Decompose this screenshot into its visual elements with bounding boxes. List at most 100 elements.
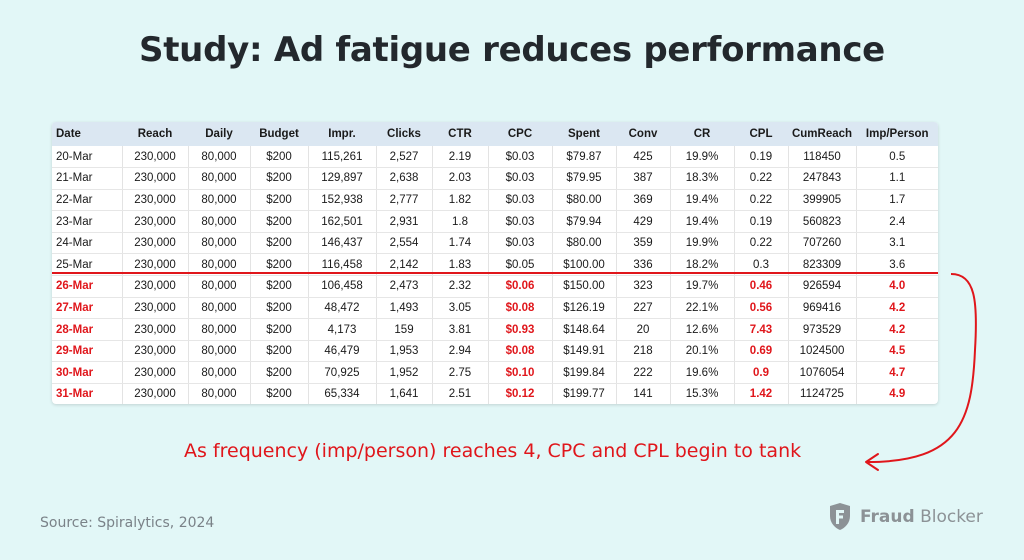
table-cell: $79.95 bbox=[552, 167, 617, 190]
fatigue-threshold-line bbox=[52, 272, 938, 274]
table-cell: 80,000 bbox=[188, 167, 251, 190]
table-cell: $199.84 bbox=[552, 361, 617, 385]
table-row: 22-Mar 230,000 80,000 $200 152,938 2,777 1.82 $… bbox=[52, 189, 938, 212]
table-cell: 4.2 bbox=[856, 318, 938, 341]
table-cell: 4.7 bbox=[856, 361, 938, 385]
table-cell: 560823 bbox=[788, 210, 857, 233]
table-cell: 1024500 bbox=[788, 340, 857, 363]
table-cell: 227 bbox=[616, 297, 671, 320]
table-cell: 162,501 bbox=[308, 210, 377, 233]
fraud-blocker-logo: Fraud Blocker bbox=[828, 502, 983, 532]
column-header: Impr. bbox=[308, 122, 377, 146]
table-row: 25-Mar 230,000 80,000 $200 116,458 2,142 1.83 $… bbox=[52, 253, 938, 277]
table-cell: 1,641 bbox=[376, 383, 433, 404]
logo-word-2: Blocker bbox=[920, 507, 983, 527]
table-cell: 1124725 bbox=[788, 383, 857, 404]
table-cell: 4,173 bbox=[308, 318, 377, 341]
table-cell: 0.56 bbox=[734, 297, 789, 320]
table-cell: $200 bbox=[250, 253, 309, 277]
table-cell: $200 bbox=[250, 340, 309, 363]
table-row: 20-Mar 230,000 80,000 $200 115,261 2,527 2.19 $… bbox=[52, 146, 938, 169]
table-cell: 2,638 bbox=[376, 167, 433, 190]
column-header: CTR bbox=[432, 122, 489, 146]
table-cell: 19.6% bbox=[670, 361, 735, 385]
table-cell: 2,554 bbox=[376, 232, 433, 255]
table-cell: $126.19 bbox=[552, 297, 617, 320]
table-cell: 80,000 bbox=[188, 318, 251, 341]
table-cell: $200 bbox=[250, 210, 309, 233]
table-row: 23-Mar 230,000 80,000 $200 162,501 2,931 1.8 $0… bbox=[52, 210, 938, 233]
table-cell: 2.4 bbox=[856, 210, 938, 233]
table-cell: 218 bbox=[616, 340, 671, 363]
table-cell: 222 bbox=[616, 361, 671, 385]
table-cell: $200 bbox=[250, 318, 309, 341]
table-cell: 4.9 bbox=[856, 383, 938, 404]
column-header: Imp/Person bbox=[865, 128, 929, 140]
table-cell: 1.74 bbox=[432, 232, 489, 255]
table-row: 30-Mar 230,000 80,000 $200 70,925 1,952 2.75 $0… bbox=[52, 361, 938, 385]
table-cell: 7.43 bbox=[734, 318, 789, 341]
table-cell: 0.19 bbox=[734, 210, 789, 233]
data-table-card: Date Reach Daily Budget Impr. Clicks CTR CPC Spe… bbox=[52, 122, 938, 404]
table-cell: $0.03 bbox=[488, 189, 553, 212]
table-cell: 399905 bbox=[788, 189, 857, 212]
column-header: Budget bbox=[250, 122, 309, 146]
table-cell: 2,931 bbox=[376, 210, 433, 233]
table-cell: $80.00 bbox=[552, 232, 617, 255]
table-cell: 19.4% bbox=[670, 189, 735, 212]
table-cell: 230,000 bbox=[122, 189, 189, 212]
table-cell: $0.08 bbox=[488, 297, 553, 320]
table-cell: 1076054 bbox=[788, 361, 857, 385]
table-cell: 336 bbox=[616, 253, 671, 277]
table-row: 28-Mar 230,000 80,000 $200 4,173 159 3.81 $0.93… bbox=[52, 318, 938, 341]
table-cell: 2.03 bbox=[432, 167, 489, 190]
table-body: 20-Mar 230,000 80,000 $200 115,261 2,527 2.19 $… bbox=[52, 146, 938, 404]
table-cell: 1,952 bbox=[376, 361, 433, 385]
table-cell: 65,334 bbox=[308, 383, 377, 404]
table-cell: $200 bbox=[250, 383, 309, 404]
table-cell: 3.81 bbox=[432, 318, 489, 341]
table-cell: 80,000 bbox=[188, 297, 251, 320]
table-cell: 19.9% bbox=[670, 146, 735, 169]
table-cell: $0.03 bbox=[488, 232, 553, 255]
table-cell: 1.8 bbox=[432, 210, 489, 233]
table-cell: $0.06 bbox=[488, 275, 553, 298]
table-cell: 80,000 bbox=[188, 383, 251, 404]
shield-f-icon bbox=[830, 503, 850, 530]
table-cell: 0.22 bbox=[734, 167, 789, 190]
table-cell: $148.64 bbox=[552, 318, 617, 341]
table-cell: $0.10 bbox=[488, 361, 553, 385]
table-cell: 369 bbox=[616, 189, 671, 212]
table-cell: 80,000 bbox=[188, 146, 251, 169]
table-cell: $199.77 bbox=[552, 383, 617, 404]
table-row: 24-Mar 230,000 80,000 $200 146,437 2,554 1.74 $… bbox=[52, 232, 938, 255]
column-header: Conv bbox=[616, 122, 671, 146]
table-cell: $100.00 bbox=[552, 253, 617, 277]
table-cell: 129,897 bbox=[308, 167, 377, 190]
table-cell: $0.12 bbox=[488, 383, 553, 404]
table-cell: 230,000 bbox=[122, 297, 189, 320]
table-cell: $200 bbox=[250, 361, 309, 385]
table-cell: $200 bbox=[250, 297, 309, 320]
table-cell: 30-Mar bbox=[52, 361, 123, 385]
table-cell: 230,000 bbox=[122, 232, 189, 255]
table-cell: $149.91 bbox=[552, 340, 617, 363]
table-cell: 1.7 bbox=[856, 189, 938, 212]
table-cell: $0.03 bbox=[488, 210, 553, 233]
table-cell: 1.82 bbox=[432, 189, 489, 212]
column-header: Daily bbox=[188, 122, 251, 146]
table-cell: 0.22 bbox=[734, 232, 789, 255]
table-cell: 926594 bbox=[788, 275, 857, 298]
table-cell: 80,000 bbox=[188, 210, 251, 233]
table-cell: 115,261 bbox=[308, 146, 377, 169]
table-cell: 0.22 bbox=[734, 189, 789, 212]
table-cell: 2,142 bbox=[376, 253, 433, 277]
table-cell: 31-Mar bbox=[52, 383, 123, 404]
table-cell: $0.05 bbox=[488, 253, 553, 277]
table-cell: $200 bbox=[250, 275, 309, 298]
table-cell: 1.83 bbox=[432, 253, 489, 277]
table-cell: 26-Mar bbox=[52, 275, 123, 298]
table-cell: 359 bbox=[616, 232, 671, 255]
table-cell: 80,000 bbox=[188, 189, 251, 212]
table-cell: 25-Mar bbox=[52, 253, 123, 277]
